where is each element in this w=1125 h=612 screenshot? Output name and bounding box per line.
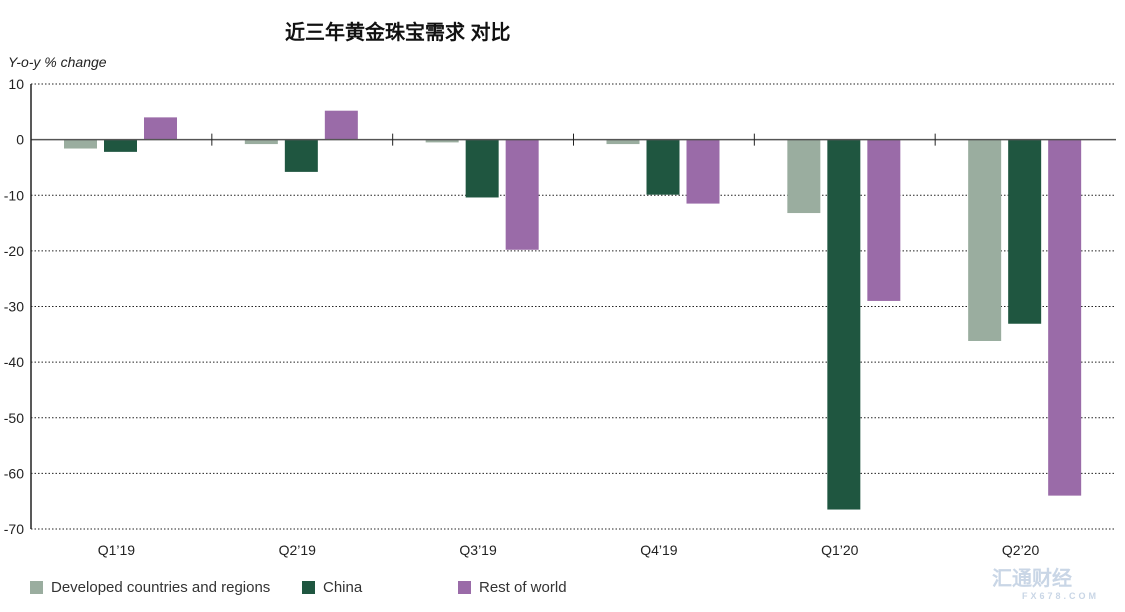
x-tick-label: Q3’19 — [459, 542, 497, 558]
bar — [324, 110, 358, 140]
bar — [425, 139, 459, 143]
legend-swatch — [302, 581, 315, 594]
bar — [606, 139, 640, 145]
bar — [465, 139, 499, 198]
y-axis-label: Y-o-y % change — [8, 54, 107, 70]
x-tick-label: Q2’20 — [1002, 542, 1040, 558]
legend-label: Rest of world — [479, 579, 567, 596]
bar — [284, 139, 318, 172]
y-tick-label: -20 — [4, 243, 24, 259]
legend-swatch — [30, 581, 43, 594]
x-tick-label: Q2’19 — [279, 542, 317, 558]
y-tick-label: -30 — [4, 299, 24, 315]
bar — [867, 139, 901, 301]
y-tick-label: -60 — [4, 465, 24, 481]
legend-item-china: China — [302, 579, 362, 596]
bar — [104, 139, 137, 152]
x-tick-label: Q1’19 — [98, 542, 136, 558]
bar — [1008, 139, 1042, 324]
y-tick-label: -40 — [4, 354, 24, 370]
y-tick-label: 0 — [16, 132, 24, 148]
legend-item-rest-of-world: Rest of world — [458, 579, 567, 596]
bar — [505, 139, 539, 250]
legend-swatch — [458, 581, 471, 594]
bar — [144, 117, 177, 140]
bar — [686, 139, 720, 204]
x-tick-label: Q1’20 — [821, 542, 859, 558]
bar — [244, 139, 278, 145]
y-tick-label: -10 — [4, 187, 24, 203]
bar — [64, 139, 97, 149]
y-tick-label: 10 — [8, 76, 24, 92]
y-tick-label: -50 — [4, 410, 24, 426]
bar — [827, 139, 861, 510]
bar — [1048, 139, 1082, 496]
bar — [968, 139, 1002, 341]
legend-label: China — [323, 579, 363, 596]
bar — [646, 139, 680, 195]
legend-label: Developed countries and regions — [51, 579, 271, 596]
x-tick-label: Q4’19 — [640, 542, 678, 558]
legend-item-developed: Developed countries and regions — [30, 579, 270, 596]
chart-title: 近三年黄金珠宝需求 对比 — [285, 22, 511, 44]
bar — [787, 139, 821, 214]
y-tick-label: -70 — [4, 521, 24, 537]
watermark-logo: 汇通财经 FX678.COM — [992, 568, 1100, 601]
